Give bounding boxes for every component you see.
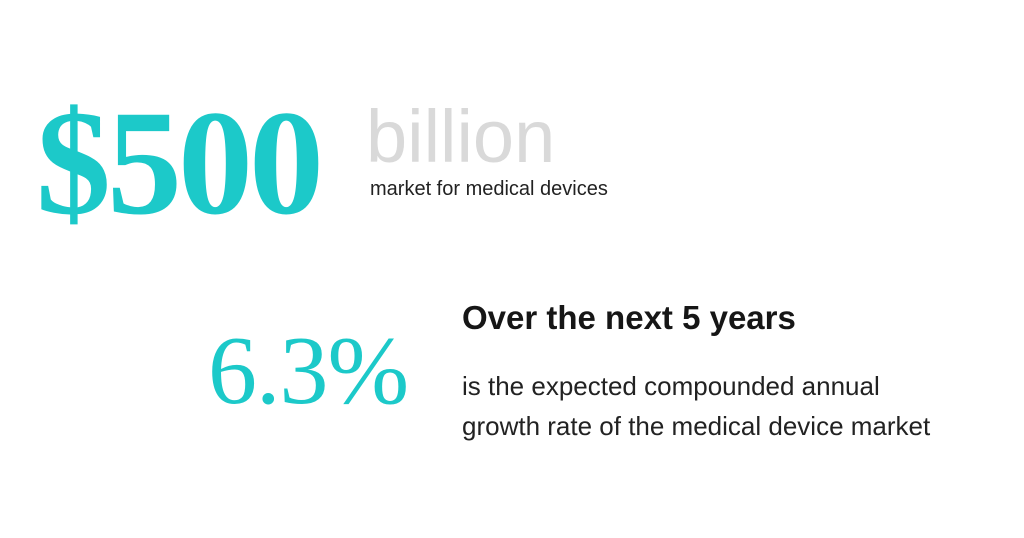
growth-rate-stat: 6.3% Over the next 5 years is the expect… xyxy=(0,260,1024,538)
growth-rate-description: is the expected compounded annual growth… xyxy=(462,366,1002,446)
market-size-amount: $500 xyxy=(36,80,324,246)
growth-rate-description-line-2: growth rate of the medical device market xyxy=(462,411,931,441)
growth-rate-value: 6.3% xyxy=(208,317,409,425)
market-size-unit: billion xyxy=(366,95,556,178)
growth-rate-heading: Over the next 5 years xyxy=(462,299,796,336)
market-size-stat: $500 billion market for medical devices xyxy=(0,0,1024,260)
growth-rate-description-line-1: is the expected compounded annual xyxy=(462,371,880,401)
market-size-caption: market for medical devices xyxy=(370,178,608,200)
